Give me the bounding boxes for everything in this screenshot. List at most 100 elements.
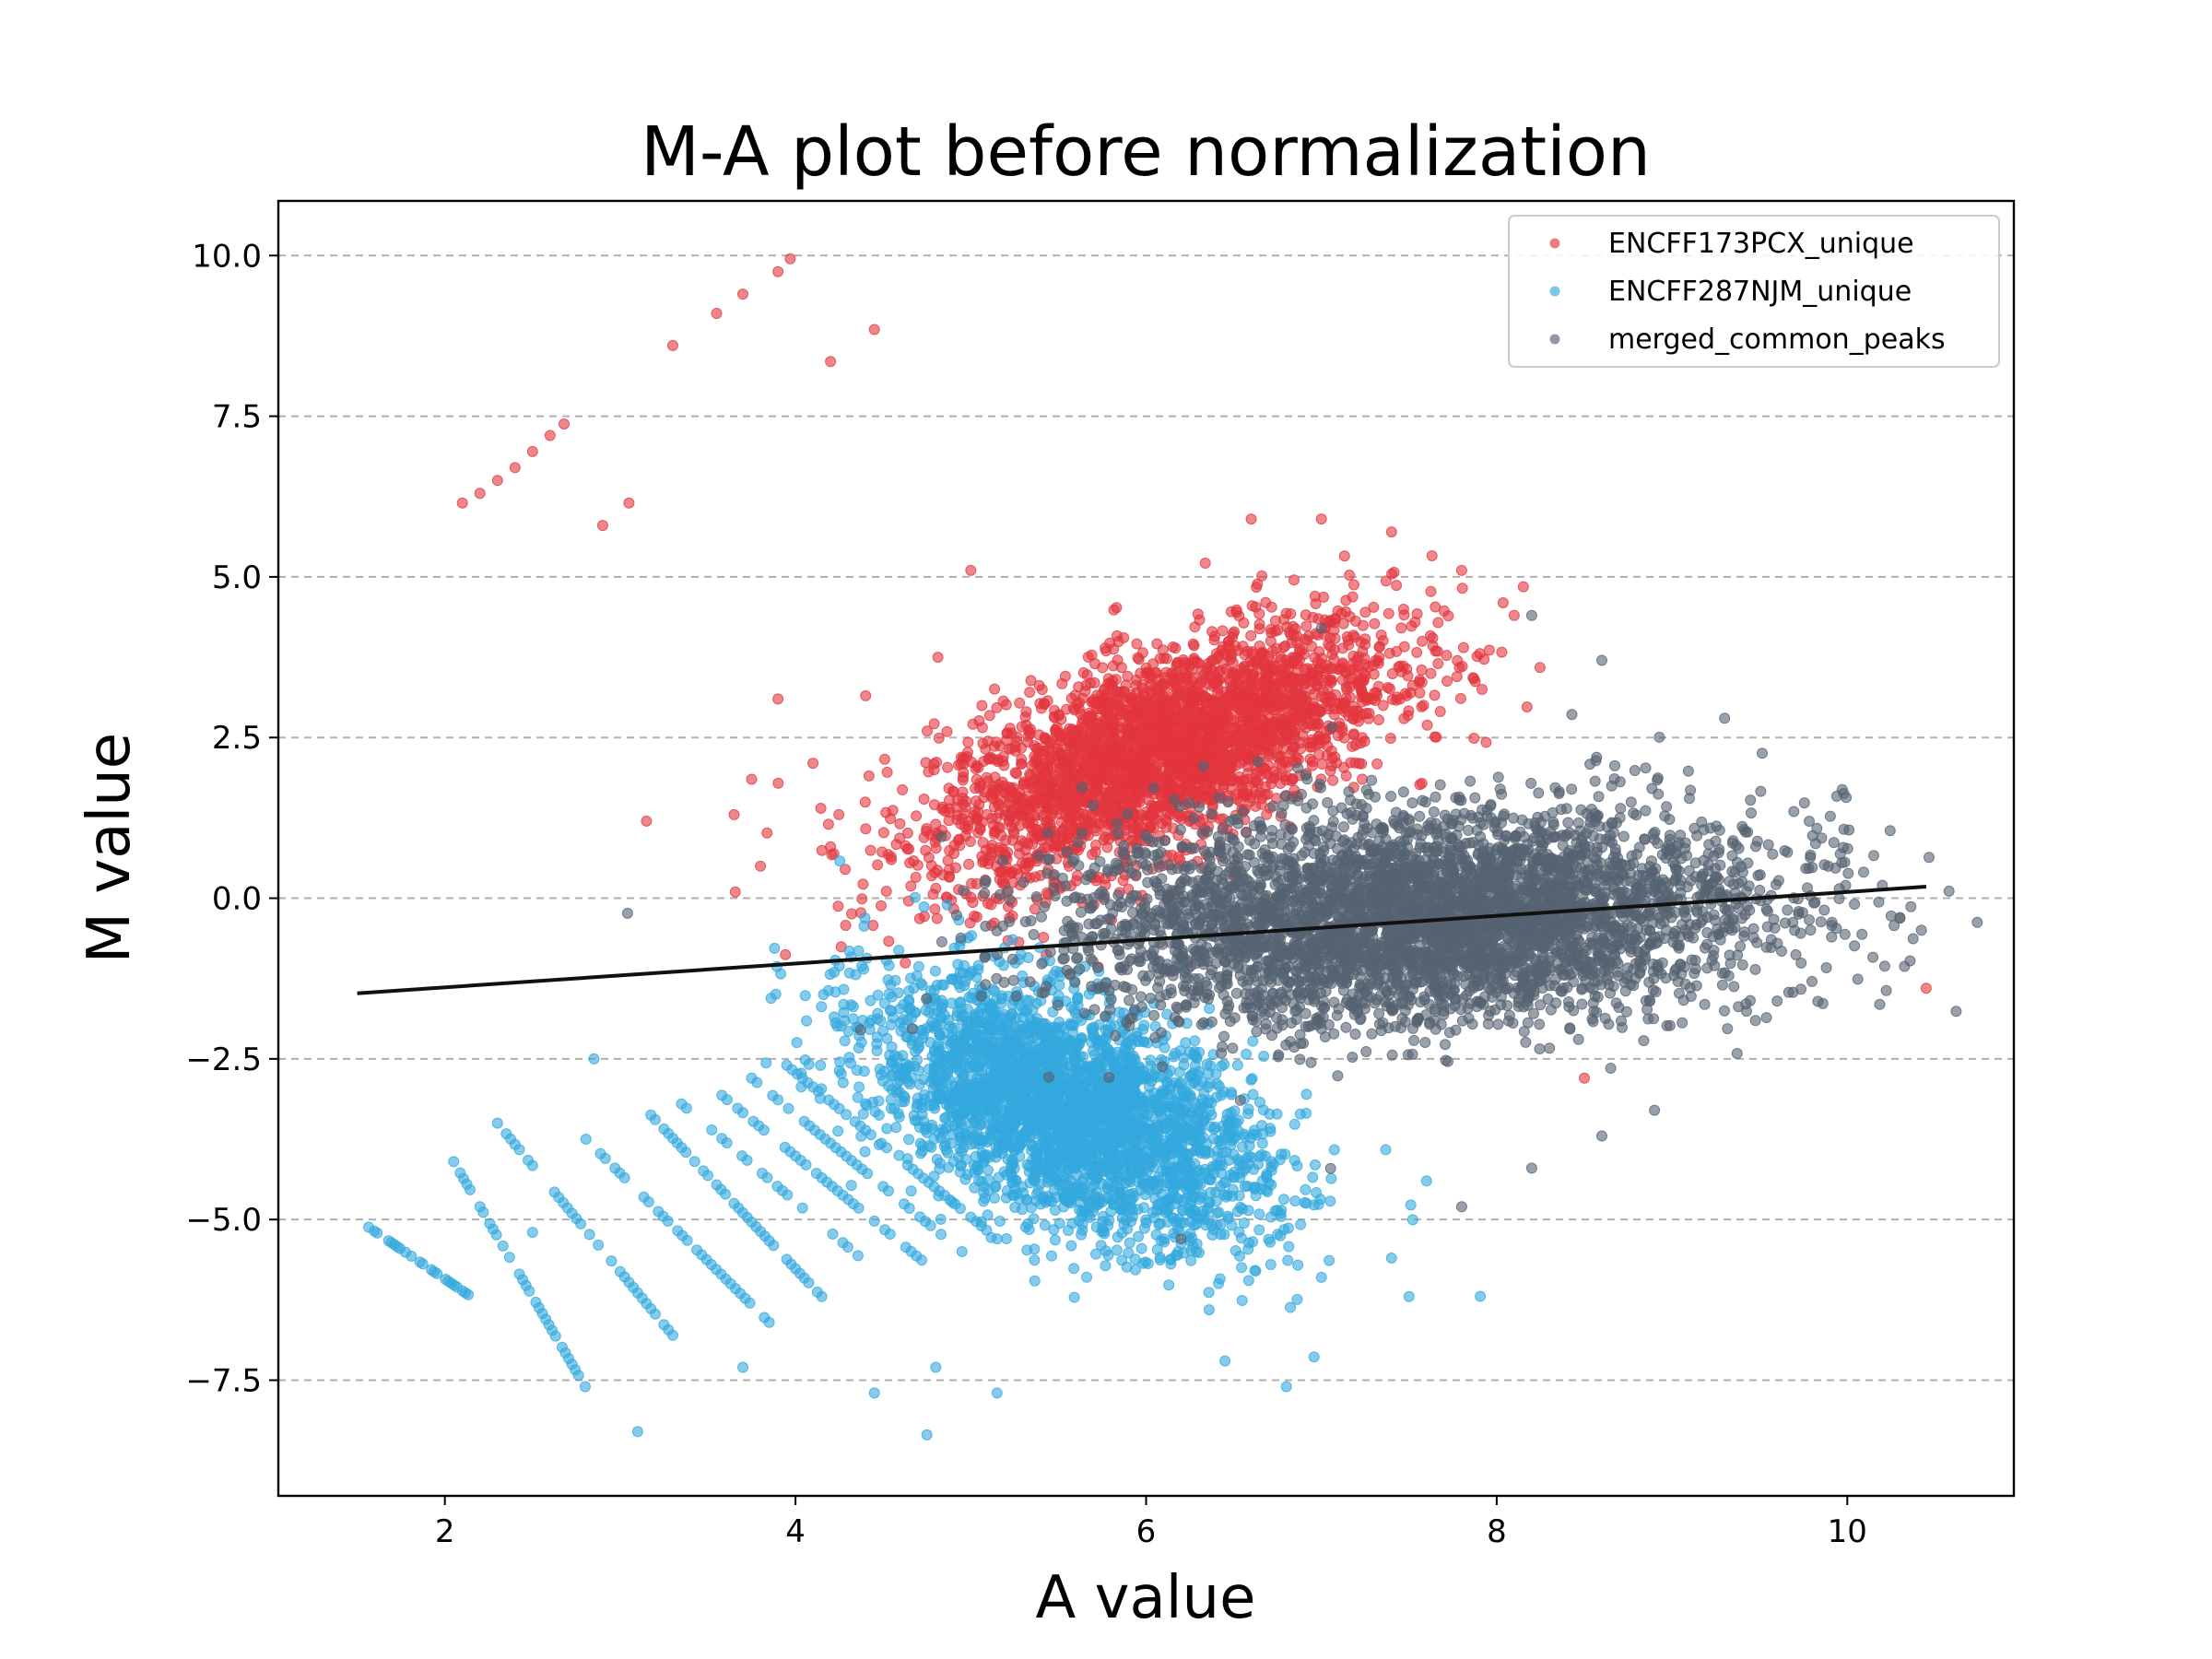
point-ENCFF173PCX_unique [544, 429, 556, 441]
point-ENCFF173PCX_unique [1441, 676, 1453, 687]
point-ENCFF173PCX_unique [1089, 783, 1101, 795]
point-ENCFF173PCX_unique [1253, 618, 1265, 630]
point-ENCFF173PCX_unique [1057, 823, 1069, 835]
point-ENCFF173PCX_unique [1496, 646, 1508, 658]
point-ENCFF173PCX_unique [1112, 654, 1124, 666]
point-ENCFF173PCX_unique [1315, 513, 1327, 525]
point-ENCFF173PCX_unique [1307, 756, 1318, 768]
point-ENCFF287NJM_unique [1310, 1159, 1321, 1171]
point-ENCFF173PCX_unique [1456, 582, 1468, 594]
point-ENCFF287NJM_unique [859, 1146, 871, 1158]
point-ENCFF173PCX_unique [1324, 696, 1336, 708]
point-ENCFF173PCX_unique [815, 803, 827, 814]
point-ENCFF173PCX_unique [1351, 654, 1363, 666]
point-ENCFF173PCX_unique [1478, 653, 1490, 665]
point-ENCFF173PCX_unique [1004, 723, 1016, 735]
point-ENCFF173PCX_unique [846, 908, 857, 920]
point-ENCFF173PCX_unique [931, 757, 943, 768]
point-ENCFF173PCX_unique [1347, 740, 1359, 752]
point-ENCFF173PCX_unique [1455, 564, 1467, 576]
point-ENCFF173PCX_unique [1427, 640, 1439, 652]
point-ENCFF173PCX_unique [930, 818, 942, 830]
point-ENCFF173PCX_unique [667, 339, 678, 351]
point-ENCFF173PCX_unique [1056, 677, 1068, 689]
point-ENCFF173PCX_unique [1369, 618, 1381, 629]
point-ENCFF287NJM_unique [1294, 1108, 1306, 1120]
point-ENCFF173PCX_unique [1121, 696, 1133, 708]
point-ENCFF173PCX_unique [978, 792, 990, 804]
point-ENCFF173PCX_unique [991, 736, 1003, 748]
point-ENCFF173PCX_unique [526, 445, 538, 457]
point-ENCFF287NJM_unique [1253, 1224, 1265, 1236]
point-ENCFF173PCX_unique [1347, 591, 1359, 603]
point-ENCFF173PCX_unique [918, 911, 930, 923]
point-ENCFF173PCX_unique [1131, 638, 1143, 650]
point-ENCFF173PCX_unique [1283, 679, 1295, 691]
point-ENCFF173PCX_unique [1380, 575, 1392, 587]
point-ENCFF287NJM_unique [845, 1180, 857, 1192]
point-ENCFF173PCX_unique [1417, 635, 1429, 647]
point-ENCFF173PCX_unique [1187, 638, 1199, 650]
point-ENCFF173PCX_unique [1088, 747, 1100, 759]
point-ENCFF173PCX_unique [1053, 758, 1065, 770]
point-ENCFF287NJM_unique [1308, 1351, 1320, 1363]
point-ENCFF287NJM_unique [905, 1185, 917, 1197]
point-ENCFF173PCX_unique [1247, 670, 1259, 682]
point-ENCFF173PCX_unique [1294, 642, 1305, 654]
point-ENCFF287NJM_unique [1163, 1279, 1175, 1291]
point-ENCFF173PCX_unique [1301, 663, 1313, 675]
point-ENCFF173PCX_unique [1359, 735, 1371, 747]
point-ENCFF173PCX_unique [1308, 688, 1320, 700]
point-ENCFF173PCX_unique [1262, 729, 1274, 741]
point-ENCFF173PCX_unique [1098, 811, 1110, 822]
point-ENCFF173PCX_unique [985, 899, 997, 911]
point-ENCFF287NJM_unique [969, 1182, 981, 1194]
point-ENCFF287NJM_unique [1241, 1048, 1253, 1060]
point-ENCFF173PCX_unique [1211, 653, 1223, 665]
point-ENCFF287NJM_unique [1295, 1218, 1307, 1230]
point-ENCFF173PCX_unique [880, 806, 892, 818]
point-ENCFF173PCX_unique [1116, 784, 1128, 796]
point-ENCFF173PCX_unique [1277, 759, 1288, 771]
point-ENCFF173PCX_unique [1521, 701, 1533, 712]
point-ENCFF173PCX_unique [989, 786, 1001, 798]
point-ENCFF173PCX_unique [1081, 767, 1093, 779]
point-ENCFF173PCX_unique [1265, 635, 1277, 647]
point-ENCFF173PCX_unique [1175, 813, 1187, 825]
point-ENCFF173PCX_unique [1253, 678, 1265, 690]
point-ENCFF173PCX_unique [1453, 662, 1465, 674]
point-ENCFF173PCX_unique [991, 701, 1003, 713]
point-ENCFF173PCX_unique [728, 808, 740, 820]
point-ENCFF173PCX_unique [1277, 724, 1288, 735]
point-ENCFF173PCX_unique [920, 757, 932, 769]
point-ENCFF287NJM_unique [1113, 1006, 1125, 1018]
point-ENCFF173PCX_unique [1090, 773, 1102, 785]
point-ENCFF173PCX_unique [1355, 636, 1367, 648]
point-ENCFF173PCX_unique [1232, 687, 1244, 699]
point-ENCFF173PCX_unique [1179, 672, 1191, 684]
point-ENCFF173PCX_unique [1401, 663, 1413, 675]
point-ENCFF173PCX_unique [1336, 674, 1348, 686]
point-ENCFF173PCX_unique [1177, 708, 1189, 720]
point-ENCFF173PCX_unique [772, 777, 784, 789]
point-ENCFF173PCX_unique [1228, 773, 1240, 785]
point-ENCFF287NJM_unique [893, 945, 905, 956]
point-ENCFF173PCX_unique [1579, 1072, 1590, 1084]
point-ENCFF173PCX_unique [881, 766, 893, 778]
point-ENCFF173PCX_unique [1123, 795, 1135, 807]
point-ENCFF173PCX_unique [1289, 694, 1300, 706]
point-ENCFF173PCX_unique [746, 773, 758, 785]
point-ENCFF173PCX_unique [1208, 630, 1220, 642]
point-ENCFF173PCX_unique [641, 815, 653, 827]
point-ENCFF173PCX_unique [1391, 580, 1403, 592]
point-ENCFF173PCX_unique [1064, 787, 1076, 799]
point-ENCFF173PCX_unique [780, 948, 792, 960]
point-ENCFF173PCX_unique [1027, 838, 1039, 850]
point-ENCFF173PCX_unique [939, 806, 951, 818]
point-ENCFF173PCX_unique [977, 837, 989, 849]
point-ENCFF173PCX_unique [859, 796, 871, 808]
point-ENCFF173PCX_unique [1384, 733, 1396, 744]
point-ENCFF173PCX_unique [1377, 635, 1389, 647]
point-ENCFF173PCX_unique [942, 761, 954, 773]
